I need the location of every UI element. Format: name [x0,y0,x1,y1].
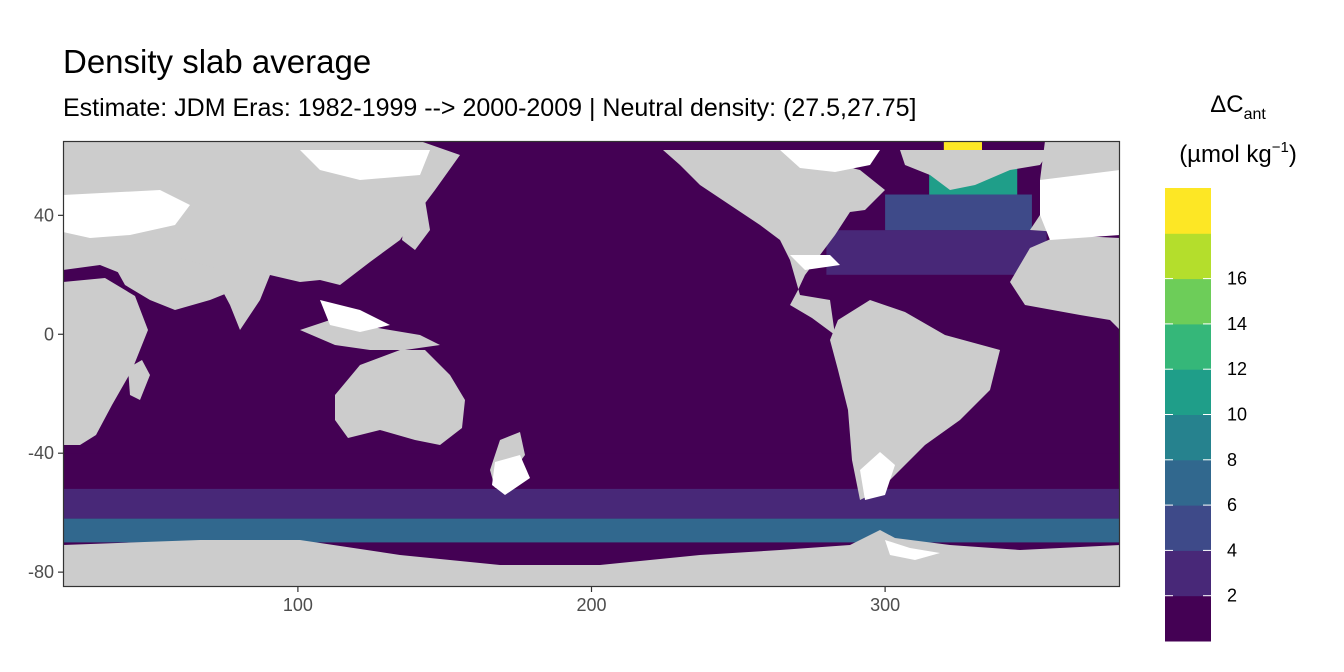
legend-label: 4 [1227,540,1237,560]
land-greenland [900,150,1050,190]
legend-swatch [1165,505,1211,551]
legend-label: 2 [1227,586,1237,606]
missing-weddell [885,540,940,560]
legend-label: 8 [1227,450,1237,470]
legend-swatch [1165,414,1211,461]
zone-southern-belt-2 [63,488,1120,519]
missing-hudson [780,150,880,172]
legend-unit-close: ) [1289,141,1297,168]
land-eurasia-east [63,141,460,330]
legend-labels: 2 4 6 8 10 12 14 16 [1227,269,1247,606]
legend-unit: (µmol kg−1) [1179,139,1297,168]
y-tick-label: -80 [28,562,54,582]
y-tick-label: -40 [28,443,54,463]
legend-label: 12 [1227,359,1247,379]
legend-swatch [1165,595,1211,642]
y-tick-label: 0 [44,324,54,344]
land-africa-west [1010,235,1120,330]
x-tick-label: 200 [576,595,606,615]
legend: ΔCant (µmol kg−1) 2 4 6 8 10 12 14 16 [1165,91,1297,642]
zone-southern-belt-3 [63,518,1120,543]
zone-north-atlantic-midlat [885,194,1032,231]
legend-swatch [1165,188,1211,234]
land-africa-east [63,278,148,445]
missing-gulf-mexico [790,255,840,270]
x-tick-label: 300 [870,595,900,615]
legend-label: 10 [1227,405,1247,425]
legend-label: 14 [1227,314,1247,334]
legend-unit-open: (µmol kg [1179,141,1272,168]
missing-asia-coast [63,190,190,238]
y-tick-label: 40 [34,205,54,225]
missing-patagonia [860,452,895,500]
legend-swatch [1165,278,1211,325]
land-australia [335,350,465,445]
legend-title-sub: ant [1244,106,1267,123]
missing-data-cells [63,150,1120,560]
missing-eurasia-north [300,150,430,180]
legend-label: 6 [1227,495,1237,515]
missing-nz-south [492,455,530,495]
land-madagascar [128,360,150,400]
legend-swatch [1165,369,1211,415]
x-axis: 100 200 300 [283,587,900,615]
zone-north-atlantic-subtropical [826,230,1047,275]
legend-swatch [1165,323,1211,370]
y-axis: 40 0 -40 -80 [28,205,63,582]
chart-subtitle: Estimate: JDM Eras: 1982-1999 --> 2000-2… [63,94,917,122]
land-arabia [110,258,235,310]
panel-border [62,140,1121,588]
legend-unit-sup: −1 [1272,139,1289,156]
chart-title: Density slab average [63,43,372,80]
legend-label: 16 [1227,269,1247,289]
legend-swatch [1165,550,1211,597]
land-maritime-asia [300,320,440,350]
land-north-america [663,150,885,335]
missing-mediterranean [1040,170,1120,240]
map-panel [62,140,1121,588]
legend-colorbar [1165,188,1211,642]
x-tick-label: 100 [283,595,313,615]
land-antarctica [63,530,1120,587]
land-south-america [830,300,1000,500]
legend-swatch [1165,233,1211,280]
legend-title: ΔCant [1210,91,1266,123]
missing-indonesia [320,300,390,332]
zone-southern-belt-1 [63,453,1120,489]
land-mask [63,141,1120,587]
legend-swatch [1165,459,1211,506]
legend-title-main: ΔC [1210,91,1243,118]
land-japan [402,200,430,250]
